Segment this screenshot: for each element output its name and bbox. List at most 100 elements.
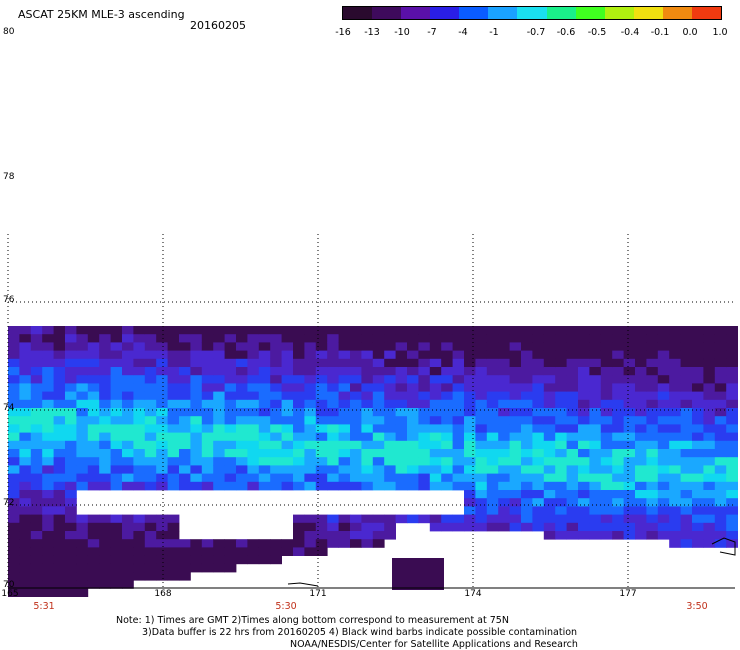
swath-cell: [99, 522, 111, 532]
swath-cell: [201, 555, 214, 565]
swath-cell: [555, 375, 567, 384]
swath-cell: [167, 457, 180, 466]
swath-cell: [338, 432, 351, 442]
swath-cell: [703, 350, 716, 360]
swath-cell: [122, 334, 134, 343]
swath-cell: [555, 416, 567, 425]
swath-cell: [441, 367, 453, 376]
swath-cell: [156, 399, 168, 409]
swath-cell: [30, 481, 43, 491]
swath-cell: [669, 350, 681, 360]
swath-cell: [179, 572, 191, 581]
swath-cell: [53, 449, 66, 458]
swath-cell: [566, 490, 579, 499]
swath-cell: [407, 449, 419, 458]
swath-cell: [543, 350, 556, 360]
swath-cell: [8, 465, 20, 474]
swath-cell: [464, 408, 476, 417]
swath-cell: [156, 416, 168, 425]
swath-cell: [247, 432, 260, 442]
swath-cell: [669, 473, 681, 483]
swath-cell: [498, 440, 510, 450]
swath-cell: [315, 358, 328, 368]
swath-cell: [99, 375, 111, 384]
swath-cell: [30, 432, 43, 442]
swath-cell: [99, 531, 111, 540]
swath-cell: [236, 449, 248, 458]
swath-cell: [475, 490, 488, 499]
swath-cell: [201, 457, 214, 466]
swath-cell: [657, 350, 670, 360]
swath-cell: [566, 334, 579, 343]
swath-cell: [224, 481, 237, 491]
swath-cell: [99, 342, 111, 351]
swath-cell: [714, 539, 727, 548]
swath-cell: [600, 481, 613, 491]
swath-cell: [589, 531, 602, 540]
swath-cell: [703, 481, 716, 491]
swath-cell: [247, 416, 260, 425]
swath-cell: [532, 358, 545, 368]
swath-cell: [122, 473, 134, 483]
swath-cell: [384, 416, 396, 425]
map-date: 20160205: [190, 19, 246, 32]
swath-cell: [350, 514, 362, 524]
swath-cell: [99, 399, 111, 409]
swath-cell: [566, 432, 579, 442]
swath-cell: [87, 391, 100, 401]
swath-cell: [714, 375, 727, 384]
swath-cell: [635, 465, 647, 474]
swath-cell: [65, 424, 77, 433]
swath-cell: [543, 457, 556, 466]
colorbar: [342, 6, 722, 20]
swath-cell: [327, 334, 339, 343]
swath-cell: [429, 326, 442, 335]
swath-cell: [714, 432, 727, 442]
swath-cell: [42, 514, 54, 524]
swath-cell: [555, 449, 567, 458]
swath-cell: [8, 449, 20, 458]
swath-cell: [623, 457, 636, 466]
swath-cell: [42, 563, 54, 573]
swath-cell: [122, 375, 134, 384]
swath-cell: [236, 334, 248, 343]
swath-cell: [635, 481, 647, 491]
swath-cell: [30, 555, 43, 565]
swath-cell: [156, 555, 168, 565]
swath-cell: [578, 326, 590, 335]
swath-cell: [486, 408, 499, 417]
swath-cell: [452, 358, 465, 368]
swath-cell: [247, 350, 260, 360]
swath-cell: [532, 432, 545, 442]
swath-cell: [418, 465, 431, 474]
swath-cell: [236, 424, 248, 433]
swath-cell: [589, 416, 602, 425]
swath-cell: [304, 481, 317, 491]
swath-cell: [578, 473, 590, 483]
swath-cell: [498, 358, 510, 368]
swath-cell: [498, 416, 510, 425]
swath-cell: [395, 416, 408, 425]
swath-cell: [521, 334, 533, 343]
swath-cell: [224, 408, 237, 417]
swath-cell: [190, 383, 203, 392]
swath-cell: [315, 473, 328, 483]
swath-cell: [53, 457, 66, 466]
wind-swath: [8, 326, 738, 597]
swath-cell: [669, 375, 681, 384]
swath-cell: [258, 481, 271, 491]
swath-cell: [372, 457, 385, 466]
swath-cell: [384, 367, 396, 376]
swath-cell: [635, 432, 647, 442]
swath-cell: [407, 391, 419, 401]
swath-cell: [53, 465, 66, 474]
swath-cell: [270, 375, 282, 384]
swath-cell: [532, 334, 545, 343]
swath-cell: [258, 440, 271, 450]
swath-cell: [464, 350, 476, 360]
swath-cell: [201, 334, 214, 343]
swath-cell: [612, 424, 624, 433]
swath-cell: [247, 465, 260, 474]
swath-cell: [589, 408, 602, 417]
latitude-label: 72: [3, 498, 15, 508]
